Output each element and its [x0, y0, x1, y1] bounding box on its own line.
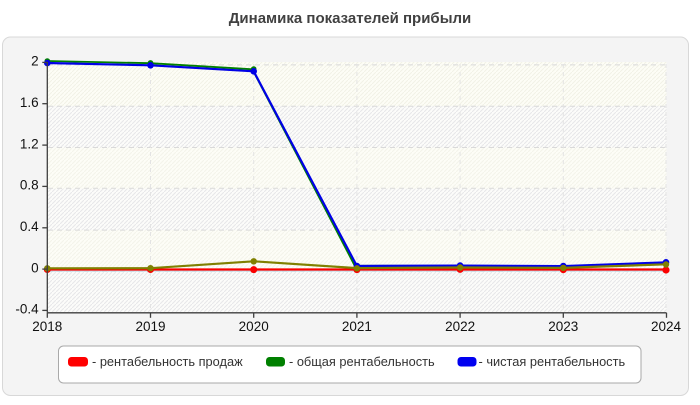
svg-text:2019: 2019 [135, 319, 165, 334]
svg-text:0.8: 0.8 [20, 178, 39, 193]
svg-text:2018: 2018 [32, 319, 62, 334]
svg-text:2: 2 [31, 54, 39, 69]
svg-text:-0.4: -0.4 [15, 302, 39, 317]
svg-text:0.4: 0.4 [20, 219, 39, 234]
svg-text:1.2: 1.2 [20, 136, 39, 151]
svg-text:0: 0 [31, 260, 39, 275]
svg-text:- чистая рентабельность: - чистая рентабельность [479, 354, 626, 369]
svg-text:2024: 2024 [651, 319, 682, 334]
svg-text:Динамика показателей прибыли: Динамика показателей прибыли [229, 10, 472, 27]
svg-text:2021: 2021 [342, 319, 372, 334]
svg-text:- рентабельность продаж: - рентабельность продаж [92, 354, 243, 369]
svg-text:- общая рентабельность: - общая рентабельность [289, 354, 435, 369]
svg-text:2023: 2023 [548, 319, 578, 334]
svg-text:2022: 2022 [445, 319, 475, 334]
svg-text:1.6: 1.6 [20, 95, 39, 110]
svg-text:2020: 2020 [239, 319, 269, 334]
